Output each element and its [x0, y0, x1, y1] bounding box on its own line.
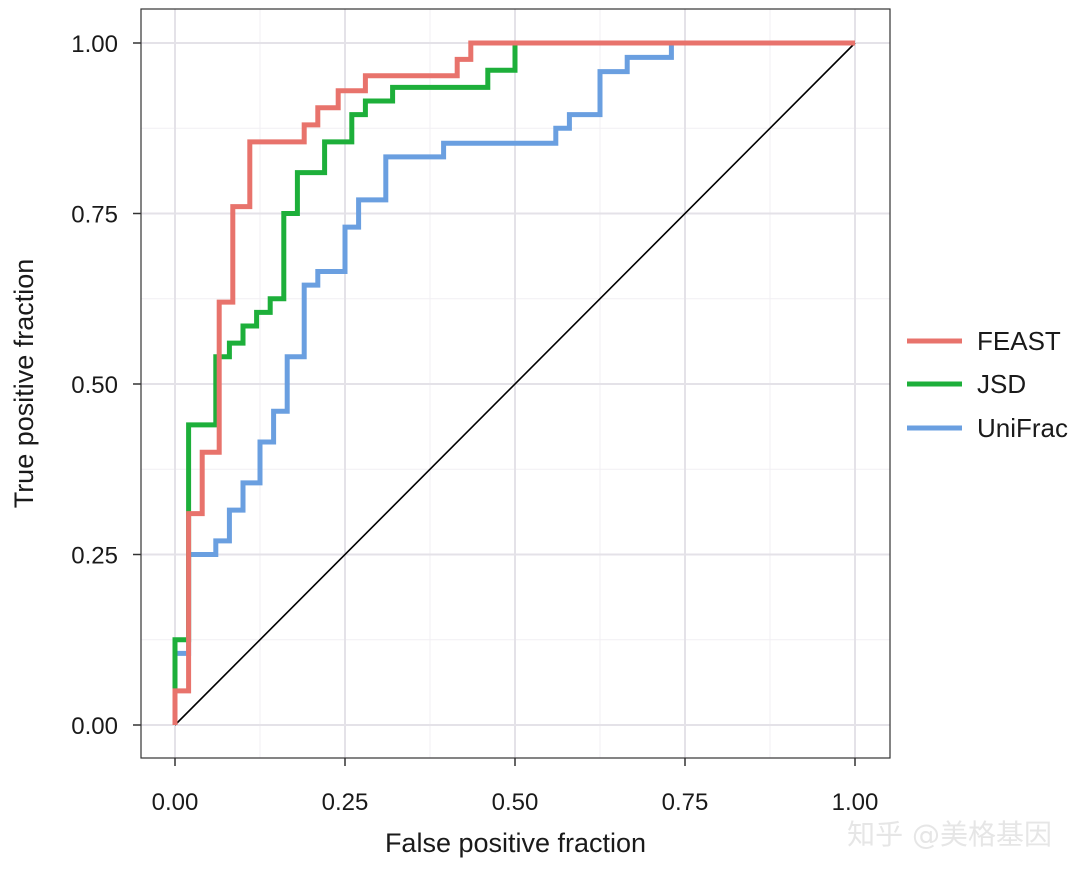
series-line-feast — [172, 40, 855, 725]
x-axis-label: False positive fraction — [385, 828, 646, 858]
x-tick-label: 0.50 — [492, 789, 539, 816]
series-lines — [172, 40, 855, 725]
series-line-unifrac — [172, 40, 855, 725]
reference-line — [174, 42, 856, 726]
y-tick-label: 0.25 — [71, 543, 118, 570]
watermark-text: 知乎 @美格基因 — [847, 818, 1052, 851]
x-tick-label: 0.75 — [662, 789, 709, 816]
y-tick-label: 0.75 — [71, 202, 118, 229]
y-tick-label: 1.00 — [71, 31, 118, 58]
x-tick-label: 1.00 — [832, 789, 879, 816]
legend: FEAST JSD UniFrac — [907, 326, 1068, 443]
y-tick-label: 0.00 — [71, 713, 118, 740]
legend-label-feast: FEAST — [977, 326, 1061, 356]
axis-ticks: 0.00 0.25 0.50 0.75 1.00 0.00 0.25 0.50 0.75 1.00 — [71, 31, 878, 816]
legend-label-jsd: JSD — [977, 369, 1026, 399]
diagonal-reference-line — [174, 42, 856, 726]
x-tick-label: 0.25 — [322, 789, 369, 816]
legend-label-unifrac: UniFrac — [977, 413, 1068, 443]
x-tick-label: 0.00 — [152, 789, 199, 816]
y-tick-label: 0.50 — [71, 372, 118, 399]
y-axis-label: True positive fraction — [9, 259, 39, 509]
series-line-jsd — [172, 40, 855, 725]
